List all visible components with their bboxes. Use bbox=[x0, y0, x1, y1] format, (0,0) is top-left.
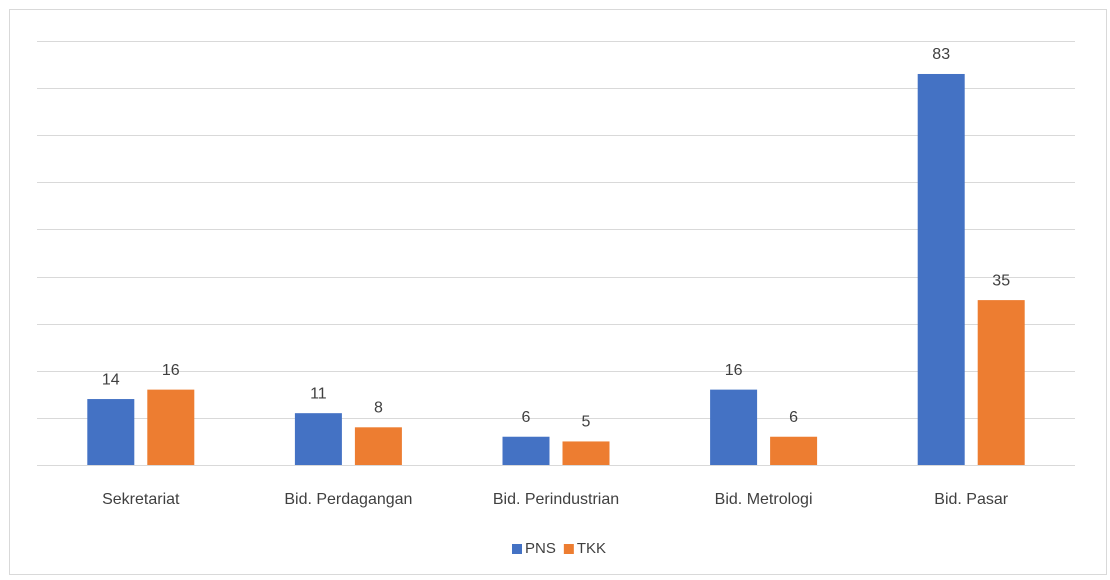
x-tick-label: Bid. Pasar bbox=[934, 491, 1008, 508]
bar bbox=[502, 436, 550, 465]
data-label: 35 bbox=[992, 272, 1010, 289]
data-label: 5 bbox=[582, 414, 591, 431]
x-tick-label: Bid. Perindustrian bbox=[493, 491, 619, 508]
bar bbox=[354, 427, 402, 465]
data-label: 16 bbox=[162, 362, 180, 379]
legend-swatch bbox=[563, 544, 574, 554]
bar bbox=[710, 389, 758, 465]
legend-label: TKK bbox=[577, 540, 606, 557]
x-tick-label: Bid. Metrologi bbox=[715, 491, 813, 508]
data-label: 8 bbox=[374, 400, 383, 417]
data-label: 14 bbox=[102, 371, 120, 388]
bar bbox=[562, 441, 610, 465]
data-label: 6 bbox=[789, 409, 798, 426]
bar bbox=[917, 73, 965, 465]
bar bbox=[294, 413, 342, 465]
data-label: 6 bbox=[522, 409, 531, 426]
data-label: 16 bbox=[725, 362, 743, 379]
data-label: 83 bbox=[932, 46, 950, 63]
bar bbox=[770, 436, 818, 465]
x-tick-label: Sekretariat bbox=[102, 491, 180, 508]
x-tick-label: Bid. Perdagangan bbox=[284, 491, 412, 508]
bar bbox=[977, 300, 1025, 465]
bar bbox=[87, 399, 135, 465]
legend-swatch bbox=[512, 544, 522, 554]
data-label: 11 bbox=[310, 385, 327, 402]
legend-label: PNS bbox=[525, 540, 556, 557]
bar bbox=[147, 389, 195, 465]
